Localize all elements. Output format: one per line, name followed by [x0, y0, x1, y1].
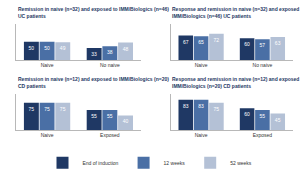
svg-text:Naive: Naive — [195, 62, 208, 68]
svg-text:Response and remission in naiv: Response and remission in naive (n=32) a… — [172, 6, 300, 19]
svg-text:Remission in naive (n=12) and: Remission in naive (n=12) and exposed to… — [18, 76, 169, 89]
svg-text:50: 50 — [44, 45, 50, 51]
svg-text:45: 45 — [275, 117, 281, 123]
svg-text:83: 83 — [183, 103, 189, 109]
svg-text:83: 83 — [198, 103, 204, 109]
svg-text:55: 55 — [107, 113, 113, 119]
svg-text:57: 57 — [260, 42, 266, 48]
svg-text:75: 75 — [60, 106, 66, 112]
svg-text:63: 63 — [275, 40, 281, 46]
svg-text:67: 67 — [183, 39, 189, 45]
svg-text:60: 60 — [244, 111, 250, 117]
svg-text:52 weeks: 52 weeks — [230, 160, 252, 166]
svg-text:72: 72 — [214, 37, 220, 43]
svg-text:75: 75 — [214, 106, 220, 112]
svg-text:Naive: Naive — [195, 132, 208, 138]
svg-text:Exposed: Exposed — [253, 132, 273, 138]
svg-text:Naive: Naive — [41, 132, 54, 138]
svg-text:55: 55 — [91, 113, 97, 119]
svg-text:60: 60 — [244, 41, 250, 47]
svg-text:49: 49 — [60, 45, 66, 51]
svg-text:33: 33 — [91, 51, 97, 57]
svg-text:50: 50 — [28, 45, 34, 51]
svg-text:Exposed: Exposed — [100, 132, 120, 138]
svg-text:75: 75 — [44, 106, 50, 112]
svg-text:Naive: Naive — [41, 62, 54, 68]
svg-text:No naive: No naive — [253, 62, 273, 68]
svg-text:12 weeks: 12 weeks — [164, 160, 186, 166]
svg-text:End of induction: End of induction — [83, 160, 119, 166]
svg-text:75: 75 — [28, 106, 34, 112]
svg-text:40: 40 — [123, 118, 129, 124]
svg-text:Response and remission in naiv: Response and remission in naive (n=12) a… — [172, 76, 300, 89]
svg-text:Remission in naive (n=32) and: Remission in naive (n=32) and exposed to… — [18, 6, 169, 19]
svg-text:No naive: No naive — [100, 62, 120, 68]
svg-text:38: 38 — [107, 49, 113, 55]
svg-text:55: 55 — [260, 113, 266, 119]
svg-text:48: 48 — [123, 46, 129, 52]
svg-text:65: 65 — [198, 39, 204, 45]
